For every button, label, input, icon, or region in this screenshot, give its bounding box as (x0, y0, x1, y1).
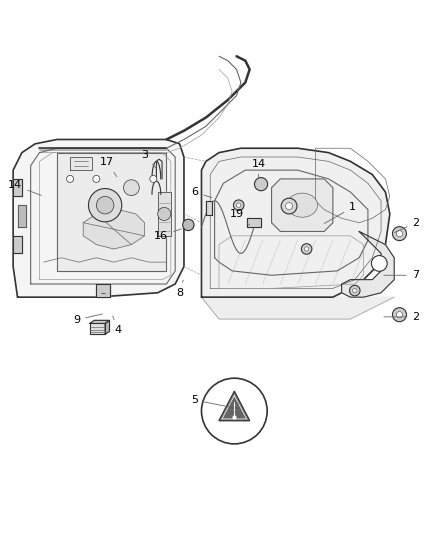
Circle shape (304, 247, 309, 251)
Circle shape (88, 189, 122, 222)
Circle shape (396, 312, 403, 318)
Circle shape (301, 244, 312, 254)
Circle shape (371, 255, 387, 271)
Polygon shape (13, 179, 22, 197)
Text: 9: 9 (73, 314, 102, 325)
Polygon shape (219, 391, 250, 421)
Circle shape (396, 231, 403, 237)
Circle shape (183, 219, 194, 231)
Polygon shape (206, 201, 212, 215)
Circle shape (254, 177, 268, 191)
Circle shape (286, 203, 293, 209)
Polygon shape (90, 320, 110, 324)
Circle shape (392, 227, 406, 241)
Polygon shape (18, 205, 26, 227)
Circle shape (158, 207, 171, 221)
Polygon shape (342, 231, 394, 297)
Polygon shape (70, 157, 92, 170)
Circle shape (237, 203, 241, 207)
Circle shape (350, 285, 360, 296)
Text: 17: 17 (100, 157, 117, 176)
Polygon shape (90, 324, 105, 334)
Polygon shape (83, 209, 145, 249)
Polygon shape (201, 297, 394, 319)
Text: 4: 4 (113, 316, 122, 335)
Ellipse shape (287, 193, 318, 217)
Circle shape (233, 200, 244, 211)
Circle shape (150, 175, 157, 182)
Circle shape (124, 180, 139, 196)
Text: 16: 16 (154, 229, 181, 241)
Polygon shape (96, 284, 110, 297)
Text: 19: 19 (230, 209, 250, 225)
Text: 6: 6 (191, 187, 212, 198)
Circle shape (67, 175, 74, 182)
Text: 14: 14 (251, 159, 265, 179)
Circle shape (353, 288, 357, 293)
Text: 14: 14 (8, 181, 41, 196)
Text: 8: 8 (176, 280, 183, 298)
Circle shape (281, 198, 297, 214)
Polygon shape (105, 320, 110, 334)
Polygon shape (13, 236, 22, 253)
Polygon shape (272, 179, 333, 231)
Circle shape (96, 197, 114, 214)
Polygon shape (158, 192, 171, 236)
Text: 1: 1 (325, 203, 356, 223)
Text: 7: 7 (384, 270, 419, 280)
Polygon shape (13, 140, 184, 297)
Circle shape (93, 175, 100, 182)
Text: 5: 5 (191, 395, 230, 407)
Text: 2: 2 (395, 217, 420, 232)
Polygon shape (201, 148, 390, 297)
Circle shape (201, 378, 267, 444)
Text: 3: 3 (141, 150, 156, 168)
Polygon shape (57, 152, 166, 271)
Polygon shape (222, 395, 247, 419)
Polygon shape (247, 219, 261, 227)
Circle shape (392, 308, 406, 322)
Text: 2: 2 (384, 312, 420, 322)
